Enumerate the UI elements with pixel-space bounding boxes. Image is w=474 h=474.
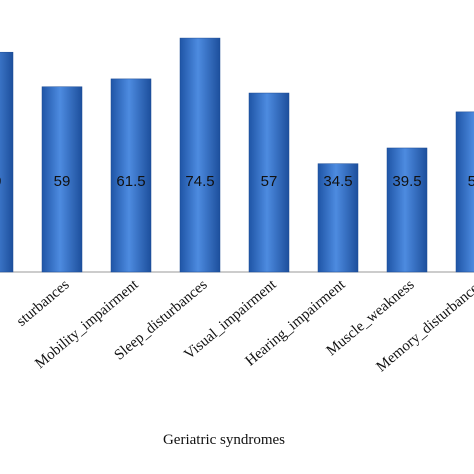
bar	[110, 78, 152, 273]
value-label: 70	[0, 173, 1, 190]
value-label: 34.5	[323, 173, 352, 190]
bar	[455, 111, 474, 273]
value-label: 57	[261, 173, 278, 190]
value-label: 61.5	[116, 173, 145, 190]
bar	[386, 147, 428, 273]
value-label: 59	[54, 173, 71, 190]
bar	[179, 37, 221, 273]
x-tick-label: sturbances	[14, 277, 73, 330]
bar	[248, 92, 290, 273]
value-label: 51	[468, 173, 474, 190]
x-axis-title: Geriatric syndromes	[163, 432, 285, 448]
bar	[317, 163, 359, 273]
value-label: 74.5	[185, 173, 214, 190]
value-label: 39.5	[392, 173, 421, 190]
bar	[0, 51, 14, 273]
bar	[41, 86, 83, 273]
